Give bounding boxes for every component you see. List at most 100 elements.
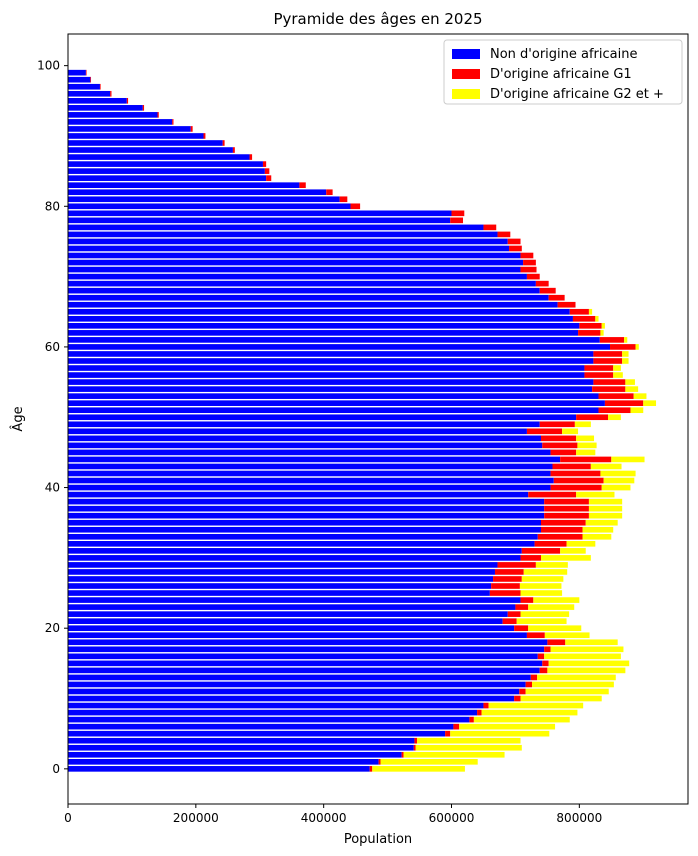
bar-non-africain-age-27: [68, 576, 494, 582]
bar-g1-age-63: [579, 323, 602, 329]
bar-g2-age-1: [380, 759, 478, 765]
bar-g1-age-91: [190, 126, 193, 132]
bar-g2-age-39: [576, 491, 615, 498]
bar-non-africain-age-88: [68, 147, 233, 153]
bar-non-africain-age-14: [68, 667, 540, 674]
bar-non-africain-age-91: [68, 126, 191, 132]
bar-g1-age-95: [126, 97, 129, 104]
bar-g2-age-54: [625, 386, 639, 392]
bar-g1-age-4: [414, 737, 417, 744]
bar-g2-age-52: [643, 400, 657, 406]
bar-g1-age-21: [502, 618, 517, 624]
y-tick-label: 100: [37, 59, 60, 73]
bar-non-africain-age-3: [68, 744, 414, 751]
bar-g2-age-25: [520, 590, 563, 596]
bar-g2-age-13: [537, 674, 616, 681]
bar-g1-age-50: [576, 414, 609, 421]
bar-g2-age-24: [533, 597, 580, 603]
bar-g1-age-34: [540, 526, 583, 533]
x-tick-label: 800000: [556, 811, 602, 825]
bar-non-africain-age-11: [68, 688, 520, 695]
bar-g2-age-45: [576, 449, 596, 456]
bar-non-africain-age-49: [68, 421, 540, 428]
bar-non-africain-age-41: [68, 477, 554, 484]
bar-g1-age-93: [157, 112, 159, 118]
bar-non-africain-age-4: [68, 737, 415, 744]
bar-g2-age-55: [625, 379, 635, 385]
bar-g2-age-40: [601, 484, 631, 491]
bar-non-africain-age-67: [68, 294, 549, 301]
bar-g1-age-85: [264, 168, 270, 174]
bar-g1-age-32: [534, 541, 567, 547]
bar-g1-age-87: [249, 154, 253, 160]
bar-g1-age-17: [544, 646, 551, 653]
bar-g2-age-0: [372, 766, 465, 772]
bar-g2-age-51: [630, 407, 644, 414]
bar-g1-age-72: [523, 259, 536, 266]
bar-non-africain-age-72: [68, 259, 524, 266]
bar-non-africain-age-66: [68, 301, 558, 308]
bar-g1-age-96: [110, 90, 112, 97]
bar-g1-age-80: [350, 203, 361, 210]
bar-non-africain-age-64: [68, 315, 573, 322]
x-axis: 0 200000 400000 600000 800000: [64, 804, 602, 825]
bar-g1-age-26: [491, 583, 520, 589]
bar-g2-age-8: [481, 709, 578, 716]
bar-non-africain-age-93: [68, 112, 158, 118]
bar-g1-age-33: [537, 533, 583, 540]
bar-g1-age-51: [598, 407, 631, 414]
bar-g1-age-23: [515, 604, 529, 610]
bar-non-africain-age-7: [68, 716, 470, 723]
bar-non-africain-age-62: [68, 330, 579, 336]
bar-non-africain-age-12: [68, 681, 526, 688]
bar-g1-age-7: [469, 716, 474, 723]
x-tick-label: 0: [64, 811, 72, 825]
bar-non-africain-age-18: [68, 639, 548, 646]
bar-g2-age-32: [566, 541, 596, 547]
bar-g1-age-25: [489, 590, 521, 596]
bar-g1-age-54: [592, 386, 626, 392]
bar-g1-age-5: [445, 730, 451, 737]
bar-g2-age-65: [588, 308, 593, 315]
bar-g2-age-28: [523, 569, 568, 575]
bar-g2-age-53: [633, 393, 647, 399]
bar-non-africain-age-98: [68, 76, 91, 83]
x-tick-label: 200000: [173, 811, 219, 825]
bar-non-africain-age-15: [68, 660, 543, 667]
bar-g1-age-56: [584, 372, 614, 378]
bar-g2-age-47: [576, 435, 595, 442]
bar-g1-age-35: [540, 519, 586, 526]
bar-g2-age-14: [547, 667, 626, 674]
bar-g2-age-60: [635, 344, 639, 350]
legend-swatch-g2: [452, 89, 480, 99]
bar-g1-age-74: [509, 245, 522, 252]
bar-g2-age-27: [521, 576, 564, 582]
bar-g1-age-15: [542, 660, 549, 667]
bar-non-africain-age-77: [68, 224, 484, 231]
bar-non-africain-age-45: [68, 449, 551, 456]
bar-g2-age-36: [588, 512, 623, 519]
bar-non-africain-age-9: [68, 702, 484, 709]
legend-label-g2: D'origine africaine G2 et +: [490, 87, 664, 102]
bar-non-africain-age-78: [68, 217, 451, 224]
bar-g2-age-64: [595, 315, 599, 322]
bar-g2-age-23: [528, 604, 575, 610]
bar-non-africain-age-96: [68, 90, 111, 97]
bar-non-africain-age-99: [68, 69, 86, 76]
bar-g1-age-73: [520, 252, 534, 259]
bar-g1-age-53: [598, 393, 634, 399]
bar-non-africain-age-94: [68, 105, 143, 111]
bar-g1-age-71: [520, 266, 537, 273]
bar-non-africain-age-86: [68, 161, 263, 167]
bar-g1-age-52: [604, 400, 644, 406]
bar-non-africain-age-30: [68, 555, 521, 561]
bar-non-africain-age-92: [68, 119, 173, 125]
bar-non-africain-age-19: [68, 632, 527, 639]
bar-non-africain-age-82: [68, 189, 327, 196]
y-tick-label: 20: [45, 621, 60, 635]
bar-g1-age-89: [222, 140, 225, 146]
bar-non-africain-age-25: [68, 590, 490, 596]
bar-non-africain-age-46: [68, 442, 543, 449]
bar-g2-age-22: [520, 611, 570, 617]
